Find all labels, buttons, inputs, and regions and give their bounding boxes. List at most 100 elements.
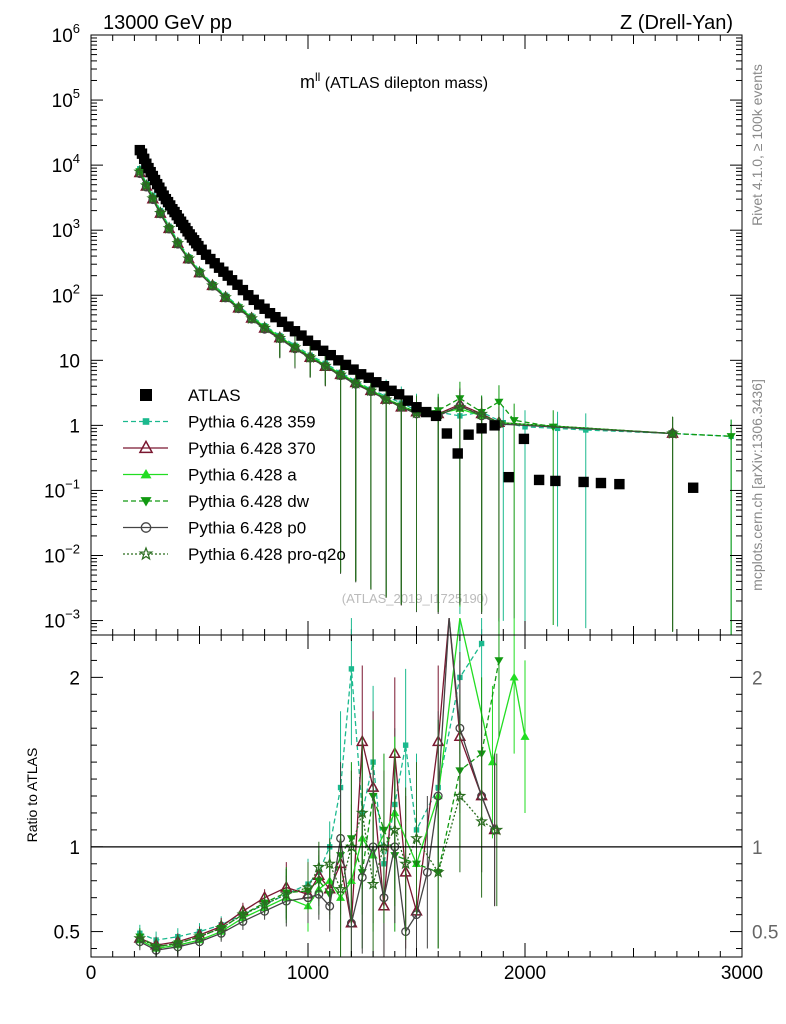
tick-base: 10 xyxy=(52,221,73,242)
ratio-point xyxy=(431,865,445,878)
tick-base: 10 xyxy=(59,351,80,372)
ratio-point xyxy=(399,856,413,870)
legend-entry-4: Pythia 6.428 a xyxy=(123,466,297,485)
atlas-point xyxy=(421,406,432,418)
tick-exponent: 5 xyxy=(73,86,80,101)
tick-exponent: 3 xyxy=(73,216,80,231)
main-point xyxy=(182,251,196,265)
ratio-y-tick-label-right: 2 xyxy=(752,668,763,689)
ratio-point xyxy=(345,840,358,853)
ratio-axis-label: Ratio to ATLAS xyxy=(24,748,40,843)
ratio-point xyxy=(171,936,185,949)
ratio-data-layer xyxy=(133,617,530,957)
atlas-point xyxy=(296,330,307,341)
ratio-point xyxy=(334,882,348,895)
main-data-layer xyxy=(133,144,736,635)
atlas-point xyxy=(378,381,390,392)
main-point xyxy=(583,427,589,433)
atlas-point xyxy=(243,290,254,301)
main-point xyxy=(475,407,489,420)
legend-label: ATLAS xyxy=(188,386,241,405)
ratio-y-tick-label-right: 1 xyxy=(752,838,763,859)
ratio-point xyxy=(377,840,391,853)
atlas-point xyxy=(363,372,374,383)
ratio-point xyxy=(348,666,355,672)
atlas-point xyxy=(253,299,265,310)
header-left: 13000 GeV pp xyxy=(103,12,232,34)
atlas-point xyxy=(248,294,259,306)
atlas-point xyxy=(386,385,397,396)
atlas-point xyxy=(614,478,625,490)
ratio-series-line xyxy=(139,660,500,948)
tick-exponent: 2 xyxy=(73,281,80,296)
main-y-tick-label: 10−3 xyxy=(44,607,80,633)
ratio-point xyxy=(475,814,489,827)
main-y-tick-label: 106 xyxy=(52,21,80,47)
ratio-point xyxy=(301,880,315,893)
plot-title: mll (ATLAS dilepton mass) xyxy=(300,70,488,92)
legend-entry-5: Pythia 6.428 dw xyxy=(123,492,310,511)
main-point xyxy=(193,265,206,278)
legend-label: Pythia 6.428 370 xyxy=(188,439,316,458)
x-tick-label: 1000 xyxy=(287,963,329,984)
legend-label: Pythia 6.428 dw xyxy=(188,492,310,511)
atlas-point xyxy=(283,321,294,332)
tick-exponent: −1 xyxy=(65,476,80,491)
tick-exponent: 6 xyxy=(73,21,80,36)
atlas-point xyxy=(348,364,359,375)
main-point xyxy=(232,301,245,314)
ratio-point xyxy=(388,823,402,836)
ratio-series-1 xyxy=(137,618,485,949)
atlas-point xyxy=(503,471,514,483)
ratio-point xyxy=(494,657,504,665)
legend-entry-3: Pythia 6.428 370 xyxy=(123,439,316,458)
ratio-point xyxy=(487,757,497,766)
atlas-point xyxy=(237,284,249,296)
analysis-watermark: (ATLAS_2019_I1725190) xyxy=(342,591,488,606)
main-point xyxy=(334,367,347,381)
main-point xyxy=(666,426,680,439)
main-point xyxy=(379,392,393,405)
legend-entry-1: ATLAS xyxy=(140,386,241,405)
main-point xyxy=(303,350,317,364)
ratio-point xyxy=(478,640,485,647)
atlas-point xyxy=(595,477,607,489)
main-y-tick-label: 103 xyxy=(52,216,80,242)
legend-label: Pythia 6.428 p0 xyxy=(188,519,306,538)
atlas-point xyxy=(463,429,474,440)
tick-base: 10 xyxy=(44,547,65,568)
legend-marker xyxy=(140,497,152,507)
ratio-point xyxy=(193,929,206,943)
main-point xyxy=(288,340,302,353)
atlas-point xyxy=(550,475,561,487)
main-point xyxy=(245,311,258,324)
tick-base: 10 xyxy=(44,481,65,502)
ratio-y-tick-label-right: 0.5 xyxy=(752,923,778,944)
main-y-tick-label: 104 xyxy=(52,151,80,177)
ratio-point xyxy=(366,877,380,890)
tick-base: 10 xyxy=(52,91,73,112)
tick-base: 1 xyxy=(69,416,80,437)
atlas-point xyxy=(452,448,463,459)
ratio-y-tick-label: 0.5 xyxy=(54,923,80,944)
ratio-point xyxy=(325,901,335,911)
ratio-point xyxy=(149,940,163,953)
legend-label: Pythia 6.428 a xyxy=(188,466,297,485)
atlas-point xyxy=(302,335,314,346)
main-point xyxy=(509,417,519,425)
ratio-point xyxy=(509,672,519,681)
tick-base: 10 xyxy=(52,286,73,307)
main-point xyxy=(153,206,167,219)
atlas-point xyxy=(533,474,545,486)
main-y-tick-label: 1 xyxy=(69,416,80,437)
plot-title-main: m xyxy=(300,72,315,92)
main-point xyxy=(554,425,561,432)
atlas-point xyxy=(355,369,367,380)
x-tick-label: 0 xyxy=(86,963,97,984)
main-y-tick-label: 105 xyxy=(52,86,80,112)
main-point xyxy=(319,359,332,372)
atlas-point xyxy=(232,279,243,290)
ratio-y-tick-label: 1 xyxy=(69,838,80,859)
